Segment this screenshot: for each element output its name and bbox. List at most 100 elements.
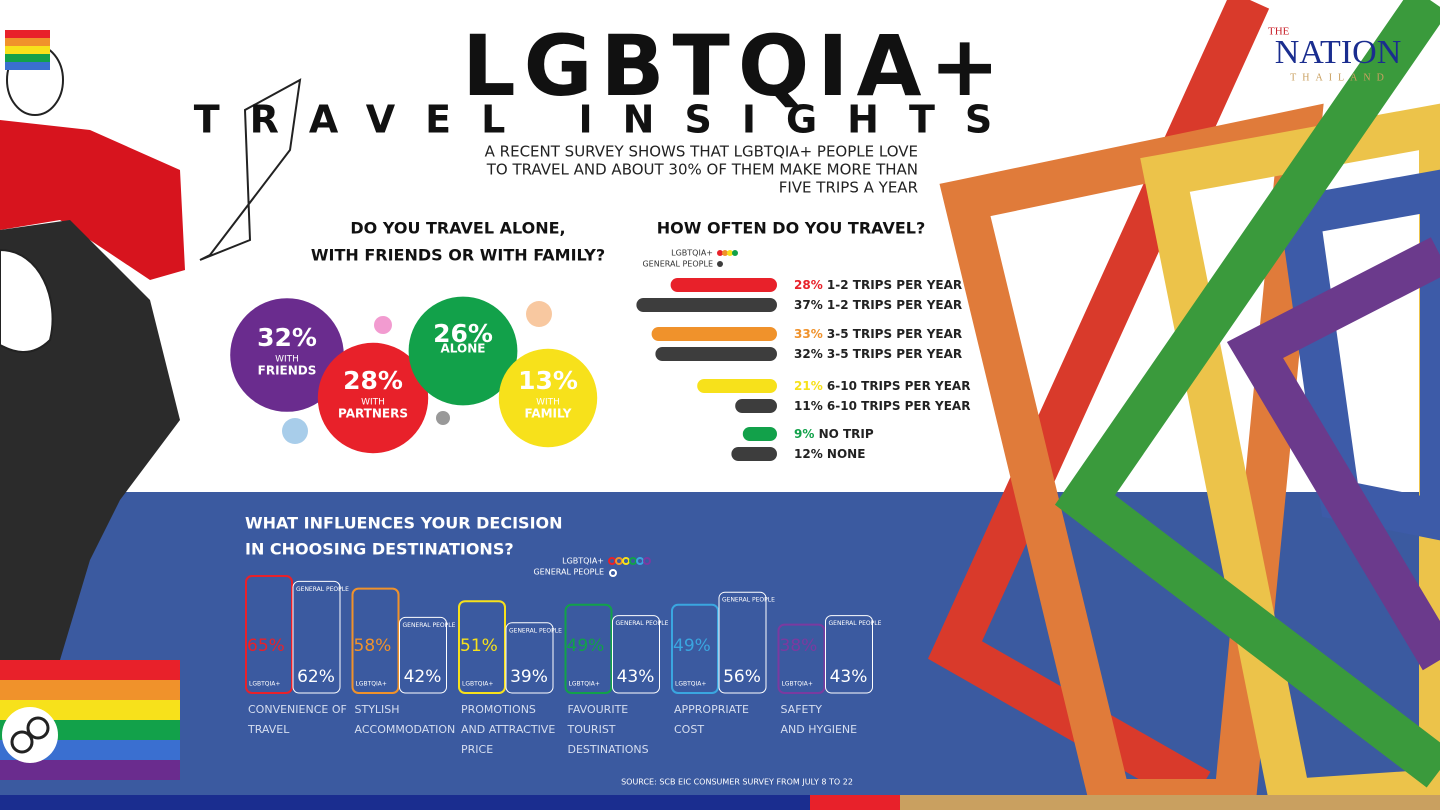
strip: [0, 795, 810, 810]
column: [458, 600, 506, 695]
column: [671, 603, 719, 694]
series-label: LGBTQIA+: [462, 681, 493, 688]
description: A RECENT SURVEY SHOWS THAT LGBTQIA+ PEOP…: [485, 143, 918, 161]
value-label: 32%: [794, 347, 823, 361]
column: [351, 587, 400, 694]
legend-label: LGBTQIA+: [562, 557, 604, 566]
bar: [636, 298, 777, 312]
value-label: 58%: [354, 636, 392, 656]
symbol: [10, 730, 34, 754]
series-label: GENERAL PEOPLE: [509, 627, 562, 634]
waving-hand: [199, 78, 302, 261]
value-label: 51%: [460, 636, 498, 656]
legend-label: GENERAL PEOPLE: [533, 568, 604, 577]
value-label: 39%: [510, 667, 548, 687]
category-label: 6-10 TRIPS PER YEAR: [827, 399, 971, 413]
bar: [655, 347, 777, 361]
category-label: 1-2 TRIPS PER YEAR: [827, 278, 962, 292]
category-label: AND ATTRACTIVE: [461, 723, 555, 736]
bar-label: 37% 1-2 TRIPS PER YEAR: [794, 298, 962, 312]
value-label: 21%: [794, 379, 823, 393]
series-label: GENERAL PEOPLE: [403, 622, 456, 629]
brand-name: NATION: [1275, 34, 1402, 71]
description: TO TRAVEL AND ABOUT 30% OF THEM MAKE MOR…: [486, 161, 918, 179]
category-label: TOURIST: [567, 723, 616, 736]
value-label: 28%: [794, 278, 823, 292]
hair: [5, 38, 50, 46]
legend-swatch: [717, 261, 723, 267]
hair: [5, 30, 50, 38]
category-label: SAFETY: [781, 703, 823, 716]
category-label: WITH: [361, 398, 385, 408]
series-label: LGBTQIA+: [569, 681, 600, 688]
column: [777, 623, 826, 694]
shoe: [0, 680, 180, 700]
value-label: 49%: [673, 636, 711, 656]
category-label: CONVENIENCE OF: [248, 703, 347, 716]
value-label: 12%: [794, 447, 823, 461]
category-label: 3-5 TRIPS PER YEAR: [827, 327, 962, 341]
column: [564, 603, 613, 694]
column: [612, 615, 660, 694]
blue-band: [0, 492, 1440, 795]
series-label: GENERAL PEOPLE: [829, 620, 882, 627]
figure-shirt: [0, 120, 185, 280]
strip: [900, 795, 1440, 810]
category-label: PARTNERS: [338, 407, 408, 421]
column: [292, 580, 341, 694]
legend-swatch: [717, 250, 723, 256]
bar-label: 28% 1-2 TRIPS PER YEAR: [794, 278, 962, 292]
value-label: 28%: [343, 366, 403, 395]
category-label: PROMOTIONS: [461, 703, 536, 716]
chart-title: WITH FRIENDS OR WITH FAMILY?: [311, 246, 605, 265]
bar-label: 12% NONE: [794, 447, 865, 461]
bar: [697, 379, 777, 393]
hair: [5, 62, 50, 70]
legend-swatch: [727, 250, 733, 256]
category-label: APPROPRIATE: [674, 703, 749, 716]
series-label: LGBTQIA+: [249, 681, 280, 688]
value-label: 26%: [433, 319, 493, 348]
value-label: 13%: [518, 366, 578, 395]
column: [399, 616, 447, 694]
category-label: TRAVEL: [247, 723, 290, 736]
value-label: 32%: [257, 323, 317, 352]
category-label: PRICE: [461, 743, 493, 756]
legend-label: LGBTQIA+: [671, 249, 713, 258]
bubble: [498, 348, 598, 448]
deco-blue: [1277, 169, 1440, 541]
symbol: [26, 716, 50, 740]
brand-the: THE: [1268, 26, 1290, 38]
value-label: 11%: [794, 399, 823, 413]
value-label: 43%: [830, 667, 868, 687]
category-label: ACCOMMODATION: [355, 723, 456, 736]
value-label: 49%: [567, 636, 605, 656]
category-label: COST: [674, 723, 704, 736]
column: [505, 622, 554, 694]
bar-label: 9% NO TRIP: [794, 427, 874, 441]
brand-sub: THAILAND: [1290, 72, 1390, 83]
bubble: [408, 296, 518, 406]
source: SOURCE: SCB EIC CONSUMER SURVEY FROM JUL…: [621, 778, 853, 787]
bubble: [230, 298, 344, 412]
shoe: [0, 760, 180, 780]
value-label: 42%: [404, 667, 442, 687]
deco-dot: [436, 411, 450, 425]
hair: [5, 46, 50, 54]
chart-title: DO YOU TRAVEL ALONE,: [350, 219, 565, 238]
category-label: 1-2 TRIPS PER YEAR: [827, 298, 962, 312]
deco-dot: [526, 301, 552, 327]
chart-title: IN CHOOSING DESTINATIONS?: [245, 540, 514, 559]
bar: [742, 427, 777, 441]
hair: [5, 54, 50, 62]
shoe: [0, 660, 180, 680]
series-label: LGBTQIA+: [782, 681, 813, 688]
series-label: GENERAL PEOPLE: [616, 620, 669, 627]
value-label: 37%: [794, 298, 823, 312]
column: [825, 615, 873, 694]
category-label: NONE: [827, 447, 865, 461]
deco-green: [1054, 0, 1440, 788]
value-label: 9%: [794, 427, 814, 441]
category-label: FAMILY: [525, 407, 572, 421]
legend-swatch: [609, 569, 617, 577]
